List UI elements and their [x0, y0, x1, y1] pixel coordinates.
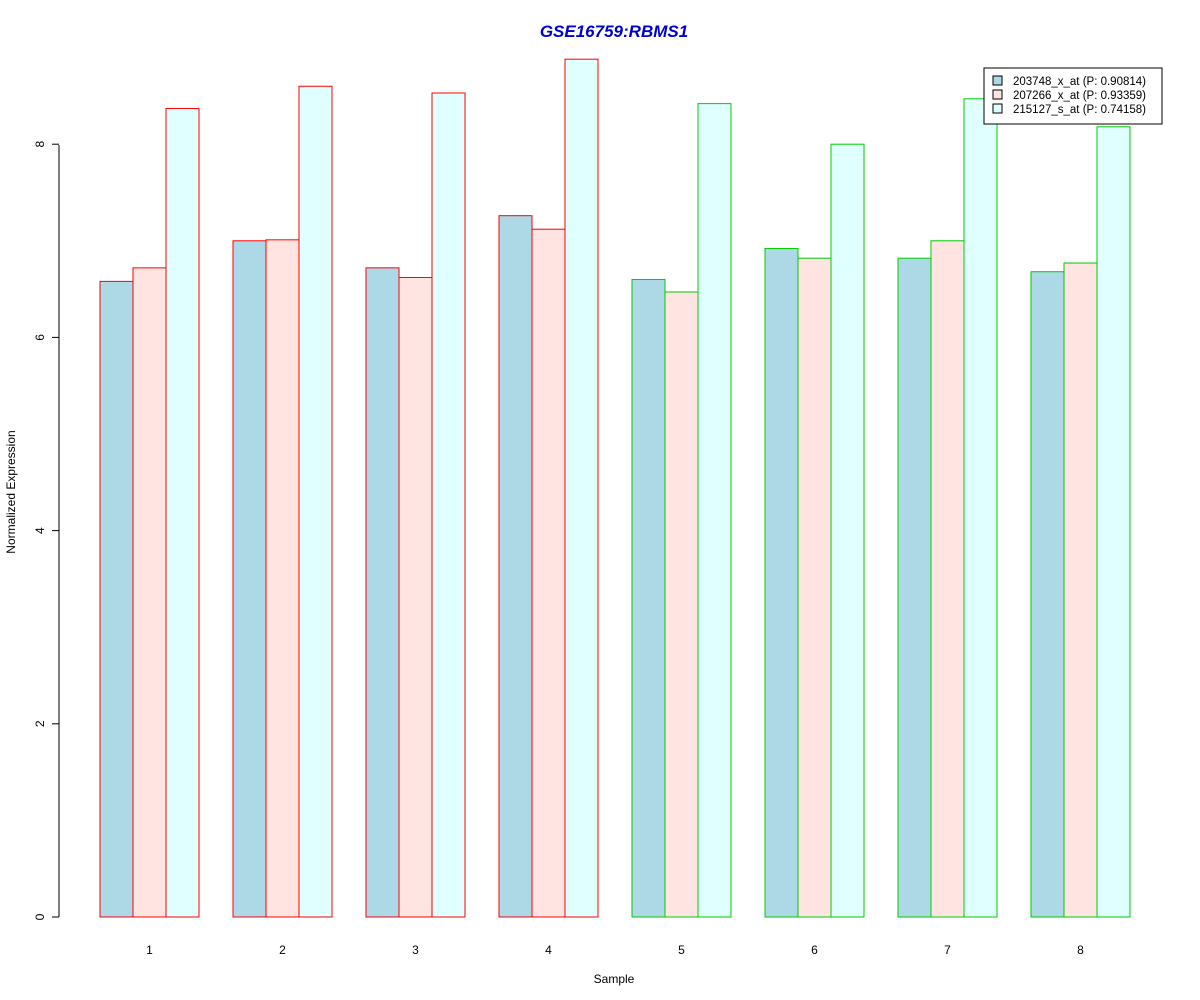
bar-sample-3-series-1: [365, 267, 400, 918]
bar-sample-2-series-3: [298, 85, 333, 918]
y-axis: 0 2 4 6 8: [33, 141, 60, 920]
bar-sample-8-series-1: [1030, 271, 1065, 918]
bar-sample-3-series-3: [431, 92, 466, 918]
y-tick-label-4: 4: [33, 527, 47, 534]
bar-sample-6-series-1: [764, 248, 799, 918]
x-tick-label-3: 3: [412, 943, 419, 957]
bar-sample-4-series-1: [498, 215, 533, 918]
legend-box: [983, 67, 1163, 125]
x-tick-label-4: 4: [545, 943, 552, 957]
bar-sample-7-series-1: [897, 257, 932, 918]
bar-sample-8-series-3: [1096, 126, 1131, 918]
bar-sample-4-series-2: [531, 228, 566, 918]
bar-sample-3-series-2: [398, 277, 433, 918]
bar-sample-6-series-2: [797, 257, 832, 918]
x-tick-label-7: 7: [944, 943, 951, 957]
legend-swatch-1: [992, 75, 1003, 86]
legend-swatch-3: [992, 103, 1003, 114]
x-tick-label-5: 5: [678, 943, 685, 957]
legend: 203748_x_at (P: 0.90814) 207266_x_at (P: …: [983, 67, 1163, 125]
bar-sample-7-series-3: [963, 98, 998, 918]
legend-label-3: 215127_s_at (P: 0.74158): [1013, 104, 1146, 116]
bars-group: [99, 58, 1131, 918]
y-tick-label-8: 8: [33, 141, 47, 148]
bar-sample-2-series-1: [232, 240, 267, 918]
bar-sample-5-series-2: [664, 291, 699, 918]
legend-label-2: 207266_x_at (P: 0.93359): [1013, 90, 1146, 102]
bar-sample-1-series-3: [165, 107, 200, 918]
y-axis-label: Normalized Expression: [4, 430, 18, 553]
x-tick-label-8: 8: [1077, 943, 1084, 957]
x-axis-label: Sample: [594, 972, 635, 986]
x-tick-label-1: 1: [146, 943, 153, 957]
x-tick-labels: 1 2 3 4 5 6 7 8: [146, 943, 1084, 957]
bar-sample-2-series-2: [265, 239, 300, 918]
bar-sample-6-series-3: [830, 143, 865, 918]
bar-sample-1-series-1: [99, 280, 134, 918]
legend-label-1: 203748_x_at (P: 0.90814): [1013, 76, 1146, 88]
x-tick-label-6: 6: [811, 943, 818, 957]
bar-sample-7-series-2: [930, 240, 965, 918]
bar-sample-4-series-3: [564, 58, 599, 918]
legend-swatch-2: [992, 89, 1003, 100]
bar-sample-8-series-2: [1063, 262, 1098, 918]
y-tick-label-0: 0: [33, 913, 47, 920]
chart-title: GSE16759:RBMS1: [540, 22, 688, 41]
bar-sample-1-series-2: [132, 267, 167, 918]
y-tick-label-6: 6: [33, 334, 47, 341]
x-tick-label-2: 2: [279, 943, 286, 957]
bar-sample-5-series-3: [697, 103, 732, 918]
bar-sample-5-series-1: [631, 278, 666, 918]
y-tick-label-2: 2: [33, 720, 47, 727]
